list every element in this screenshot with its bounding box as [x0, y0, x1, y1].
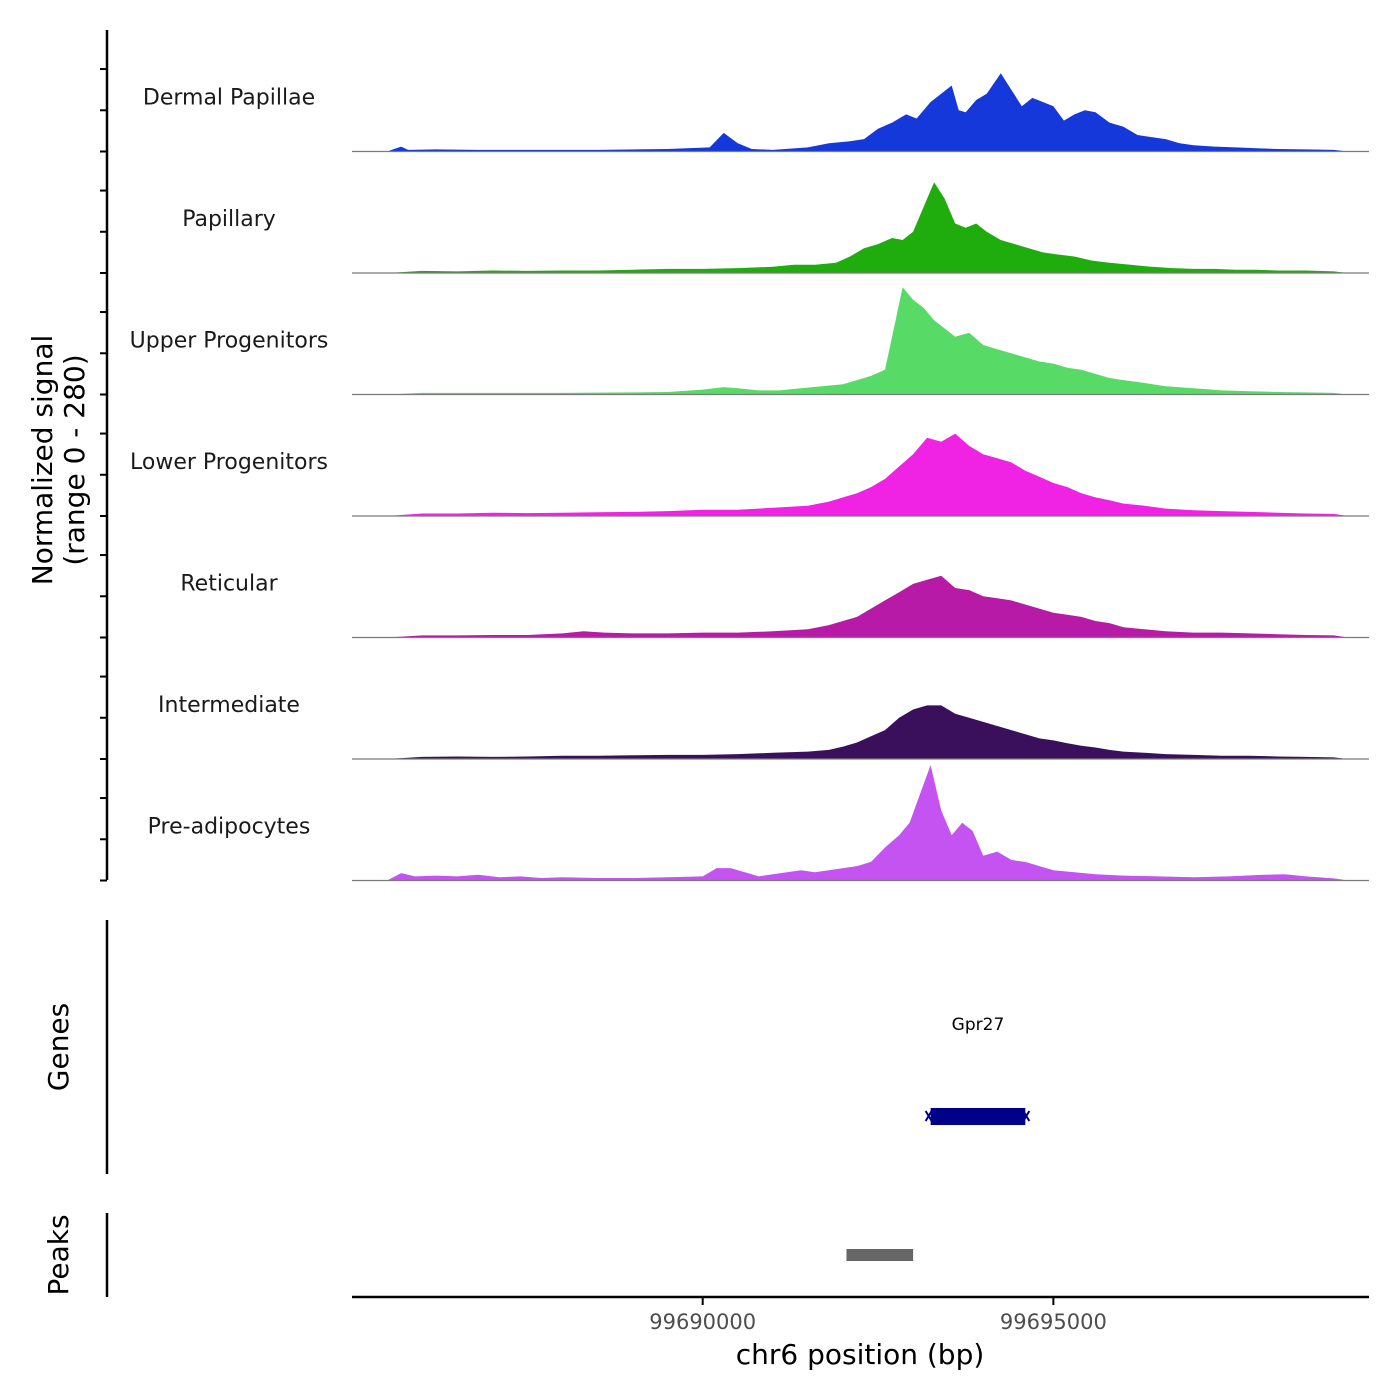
coverage-area-reticular: [387, 575, 1349, 638]
track-label-pre-adipocytes: Pre-adipocytes: [148, 815, 311, 840]
peaks-panel-title: Peaks: [42, 1214, 75, 1295]
coverage-y-ticks: [100, 68, 107, 882]
y-axis-title-line1: Normalized signal: [26, 335, 59, 586]
track-label-lower-progenitors: Lower Progenitors: [130, 450, 328, 475]
coverage-area-pre-adipocytes: [387, 765, 1349, 881]
track-label-intermediate: Intermediate: [158, 693, 300, 718]
coverage-area-upper-progenitors: [387, 287, 1349, 395]
coverage-tracks: Dermal Papillae Papillary Upper Progenitor…: [130, 73, 1369, 882]
track-label-papillary: Papillary: [182, 207, 276, 232]
coverage-area-papillary: [387, 182, 1349, 273]
coverage-area-lower-progenitors: [387, 433, 1349, 516]
track-upper-progenitors: Upper Progenitors: [130, 287, 1369, 396]
x-axis-title: chr6 position (bp): [736, 1338, 985, 1371]
x-tick-label: 99690000: [649, 1310, 756, 1334]
x-axis-ticks: 99690000 99695000: [649, 1297, 1107, 1334]
gene-body-gpr27: [930, 1108, 1026, 1125]
peak-region: [846, 1249, 914, 1261]
coverage-area-dermal-papillae: [387, 73, 1349, 152]
genes-panel-title: Genes: [42, 1003, 75, 1091]
y-axis-title-line2: (range 0 - 280): [58, 354, 91, 565]
gene-end-marker: [1022, 1110, 1031, 1122]
track-papillary: Papillary: [182, 182, 1369, 274]
x-tick-label: 99695000: [1000, 1310, 1107, 1334]
track-lower-progenitors: Lower Progenitors: [130, 433, 1369, 517]
track-pre-adipocytes: Pre-adipocytes: [148, 765, 1369, 882]
track-label-reticular: Reticular: [180, 572, 278, 597]
gene-start-marker: [924, 1110, 933, 1122]
track-label-upper-progenitors: Upper Progenitors: [130, 329, 329, 354]
track-reticular: Reticular: [180, 572, 1369, 639]
gene-label-gpr27: Gpr27: [952, 1015, 1005, 1035]
genes-panel: Gpr27: [924, 1015, 1031, 1125]
coverage-area-intermediate: [387, 705, 1349, 759]
track-dermal-papillae: Dermal Papillae: [143, 73, 1369, 153]
track-label-dermal-papillae: Dermal Papillae: [143, 86, 315, 111]
track-intermediate: Intermediate: [158, 693, 1369, 760]
peaks-panel: [846, 1249, 914, 1261]
